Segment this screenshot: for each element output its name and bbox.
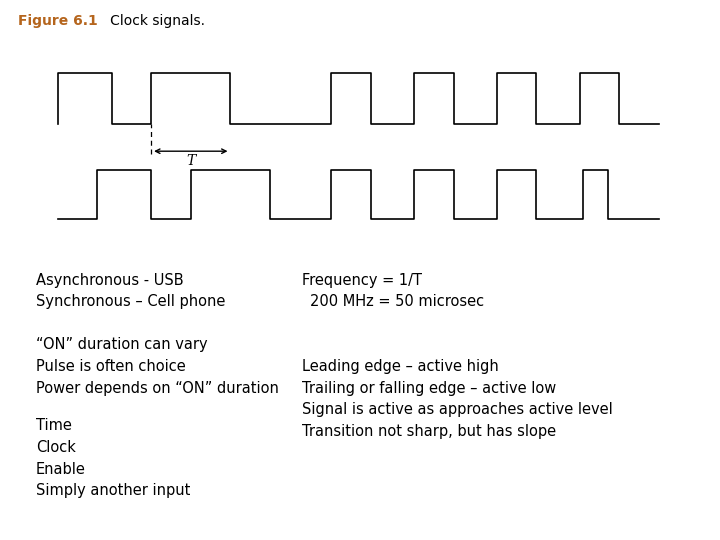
Text: T: T: [186, 154, 195, 168]
Text: Trailing or falling edge – active low: Trailing or falling edge – active low: [302, 381, 557, 396]
Text: 200 MHz = 50 microsec: 200 MHz = 50 microsec: [310, 294, 484, 309]
Text: Enable: Enable: [36, 462, 86, 477]
Text: Transition not sharp, but has slope: Transition not sharp, but has slope: [302, 424, 557, 439]
Text: Clock: Clock: [36, 440, 76, 455]
Text: Clock signals.: Clock signals.: [97, 14, 205, 28]
Text: Pulse is often choice: Pulse is often choice: [36, 359, 186, 374]
Text: Power depends on “ON” duration: Power depends on “ON” duration: [36, 381, 279, 396]
Text: Figure 6.1: Figure 6.1: [18, 14, 98, 28]
Text: Synchronous – Cell phone: Synchronous – Cell phone: [36, 294, 225, 309]
Text: Simply another input: Simply another input: [36, 483, 190, 498]
Text: Leading edge – active high: Leading edge – active high: [302, 359, 499, 374]
Text: Frequency = 1/T: Frequency = 1/T: [302, 273, 423, 288]
Text: Time: Time: [36, 418, 72, 434]
Text: Asynchronous - USB: Asynchronous - USB: [36, 273, 184, 288]
Text: Signal is active as approaches active level: Signal is active as approaches active le…: [302, 402, 613, 417]
Text: “ON” duration can vary: “ON” duration can vary: [36, 338, 207, 353]
